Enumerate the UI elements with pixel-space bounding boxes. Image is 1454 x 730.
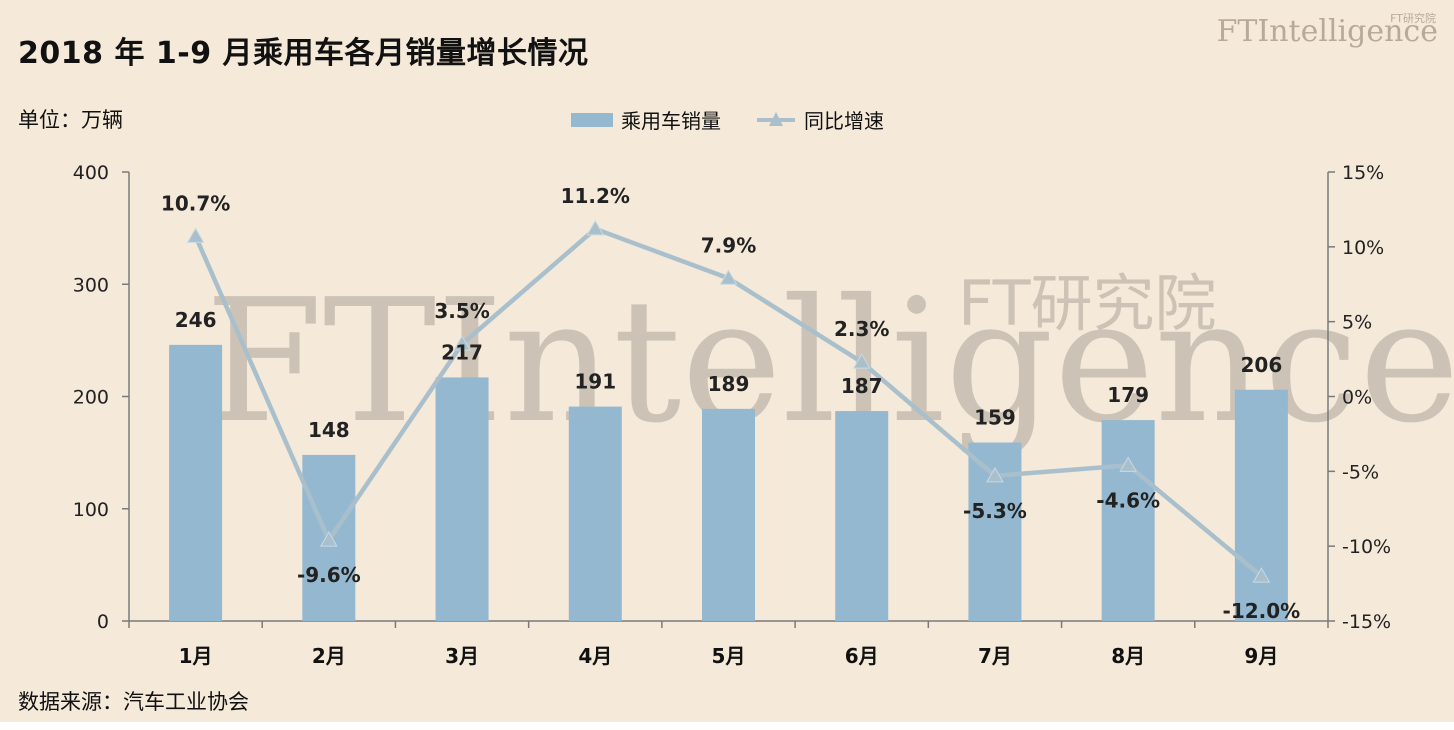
x-axis-category-label: 6月 — [845, 644, 879, 668]
unit-label: 单位：万辆 — [18, 108, 123, 132]
bar — [568, 406, 622, 621]
left-axis-tick-label: 0 — [97, 611, 109, 633]
x-axis-category-label: 9月 — [1244, 644, 1278, 668]
bar-value-label: 159 — [974, 406, 1016, 430]
growth-point-triangle — [719, 269, 738, 285]
legend-bar-swatch — [571, 113, 613, 127]
right-axis-tick-label: -15% — [1342, 611, 1391, 633]
right-axis-tick-label: -5% — [1342, 461, 1379, 483]
bar — [435, 377, 489, 621]
left-axis-tick-label: 300 — [73, 274, 109, 296]
x-axis-category-label: 7月 — [978, 644, 1012, 668]
x-axis-category-label: 1月 — [179, 644, 213, 668]
growth-point-triangle — [319, 531, 338, 547]
bar-value-label: 246 — [175, 308, 217, 332]
chart-title: 2018 年 1-9 月乘用车各月销量增长情况 — [18, 36, 589, 71]
bar — [169, 344, 223, 621]
bar — [1234, 389, 1288, 621]
bar-value-label: 179 — [1107, 383, 1149, 407]
growth-point-triangle — [852, 353, 871, 369]
growth-point-triangle — [986, 466, 1004, 483]
bar-value-label: 187 — [841, 374, 883, 398]
x-axis-category-label: 3月 — [445, 644, 479, 668]
right-axis-tick-label: 15% — [1342, 162, 1384, 184]
legend-triangle-marker — [769, 112, 783, 126]
growth-value-label: 11.2% — [561, 184, 630, 208]
right-axis-tick-label: 5% — [1342, 312, 1372, 334]
growth-point-triangle — [586, 219, 605, 236]
source-label: 数据来源：汽车工业协会 — [18, 690, 249, 714]
bar-value-label: 217 — [441, 340, 483, 364]
right-axis-tick-label: 0% — [1342, 387, 1372, 409]
growth-value-label: 2.3% — [834, 317, 889, 341]
left-axis-tick-label: 100 — [73, 499, 109, 521]
bar-value-label: 148 — [308, 418, 350, 442]
brand-logo: FTIntelligence — [1216, 14, 1438, 49]
growth-value-label: 7.9% — [701, 233, 756, 257]
left-axis-tick-label: 400 — [73, 162, 109, 184]
brand-logo-small: FT研究院 — [1390, 12, 1436, 25]
right-axis-tick-label: 10% — [1342, 237, 1384, 259]
left-axis-tick-label: 200 — [73, 387, 109, 409]
growth-point-triangle — [453, 335, 471, 351]
growth-value-label: -5.3% — [963, 499, 1027, 523]
growth-point-triangle — [1252, 567, 1271, 583]
growth-point-triangle — [186, 227, 205, 243]
growth-value-label: 10.7% — [161, 191, 230, 215]
bottom-strip — [0, 722, 1454, 730]
watermark-subtext: FT研究院 — [958, 267, 1216, 340]
x-axis-category-label: 2月 — [312, 644, 346, 668]
x-axis-category-label: 5月 — [712, 644, 746, 668]
growth-value-label: -12.0% — [1223, 599, 1301, 623]
growth-value-label: -4.6% — [1096, 488, 1160, 512]
legend-line-label: 同比增速 — [804, 109, 884, 133]
x-axis-category-label: 4月 — [578, 644, 612, 668]
legend-bar-label: 乘用车销量 — [621, 109, 721, 133]
x-axis-category-label: 8月 — [1111, 644, 1145, 668]
growth-point-triangle — [1119, 456, 1138, 472]
bar-value-label: 191 — [574, 370, 616, 394]
bar — [835, 411, 889, 621]
bar-value-label: 189 — [708, 372, 750, 396]
bar-value-label: 206 — [1241, 353, 1283, 377]
right-axis-tick-label: -10% — [1342, 536, 1391, 558]
growth-value-label: 3.5% — [434, 299, 489, 323]
bar — [1101, 420, 1155, 621]
growth-value-label: -9.6% — [297, 563, 361, 587]
bar — [702, 408, 755, 621]
